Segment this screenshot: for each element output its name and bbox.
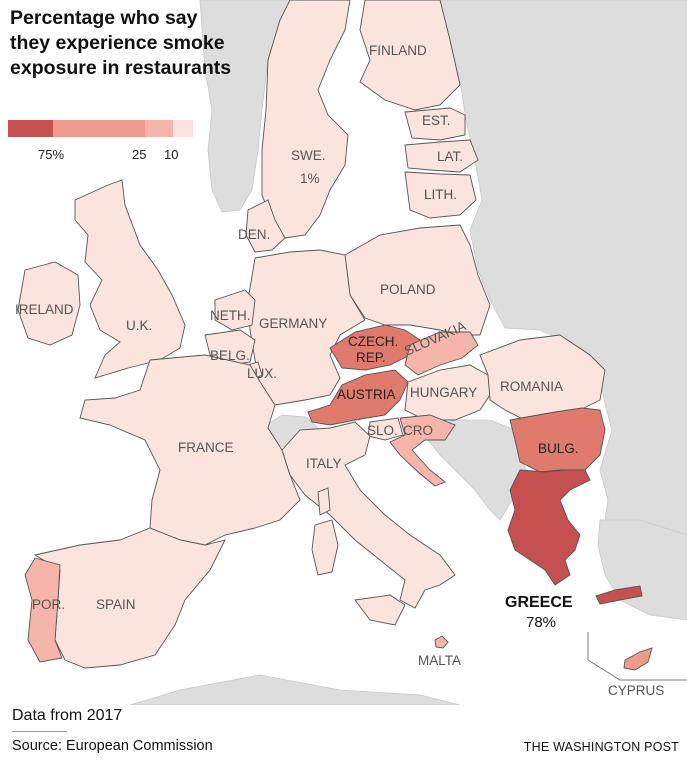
map-slovenia bbox=[367, 417, 404, 441]
land-turkey bbox=[597, 519, 687, 621]
label-luxembourg: LUX. bbox=[247, 366, 278, 381]
label-hungary: HUNGARY bbox=[410, 385, 478, 400]
map-austria bbox=[307, 369, 409, 426]
label-lithuania: LITH. bbox=[424, 187, 458, 202]
map-estonia bbox=[404, 107, 466, 141]
map-lithuania bbox=[404, 171, 477, 219]
label-bulgaria: BULG. bbox=[538, 441, 579, 456]
map-corsica bbox=[317, 487, 331, 516]
label-germany: GERMANY bbox=[259, 316, 328, 331]
legend-swatch-low bbox=[173, 120, 193, 137]
map-malta bbox=[434, 635, 449, 649]
map-latvia bbox=[404, 139, 479, 173]
label-romania: ROMANIA bbox=[500, 379, 564, 394]
map-denmark bbox=[245, 199, 286, 253]
legend-label-75: 75% bbox=[38, 147, 65, 162]
label-malta: MALTA bbox=[418, 653, 462, 668]
footer-credit: THE WASHINGTON POST bbox=[523, 740, 679, 754]
map-belgium bbox=[204, 329, 256, 366]
label-sweden: SWE. bbox=[291, 148, 326, 163]
land-africa bbox=[129, 674, 461, 705]
map-sicily bbox=[354, 594, 406, 626]
label-sweden-value: 1% bbox=[300, 171, 320, 186]
cyprus-inset-frame bbox=[587, 632, 687, 681]
label-netherlands: NETH. bbox=[210, 308, 251, 323]
label-belgium: BELG. bbox=[210, 348, 250, 363]
label-uk: U.K. bbox=[126, 318, 153, 333]
label-spain: SPAIN bbox=[96, 597, 136, 612]
label-estonia: EST. bbox=[422, 113, 451, 128]
label-italy: ITALY bbox=[306, 456, 342, 471]
label-poland: POLAND bbox=[380, 282, 436, 297]
map-bulgaria bbox=[509, 407, 606, 473]
legend-label-25: 25 bbox=[132, 147, 147, 162]
footer-source: Source: European Commission bbox=[12, 738, 213, 754]
map-sweden bbox=[261, 0, 351, 239]
map-ireland bbox=[17, 261, 81, 346]
label-greece-value: 78% bbox=[526, 614, 557, 631]
legend: 75% 25 10 bbox=[8, 120, 193, 162]
map-cyprus bbox=[623, 647, 653, 671]
label-portugal: POR. bbox=[32, 597, 66, 612]
map-slovakia bbox=[404, 331, 479, 376]
legend-swatch-75 bbox=[8, 120, 53, 137]
map-title: Percentage who say they experience smoke… bbox=[10, 7, 232, 79]
legend-label-10: 10 bbox=[164, 147, 179, 162]
label-france: FRANCE bbox=[178, 440, 234, 455]
map-crete bbox=[595, 585, 643, 605]
land-balkans bbox=[419, 419, 531, 521]
label-croatia: CRO bbox=[403, 423, 433, 438]
footer-rule bbox=[12, 731, 67, 732]
map-portugal bbox=[24, 557, 63, 663]
label-cyprus: CYPRUS bbox=[608, 683, 665, 698]
label-finland: FINLAND bbox=[369, 43, 427, 58]
map-germany bbox=[247, 249, 366, 406]
map-france bbox=[79, 354, 301, 546]
label-austria: AUSTRIA bbox=[337, 387, 396, 402]
label-czech-line2: REP. bbox=[356, 350, 386, 365]
map-uk bbox=[74, 179, 186, 379]
map-finland bbox=[359, 0, 461, 111]
legend-swatch-10 bbox=[145, 120, 173, 137]
map-hungary bbox=[404, 364, 491, 421]
map-poland bbox=[344, 224, 491, 336]
map-croatia bbox=[389, 414, 456, 487]
label-ireland: IRELAND bbox=[15, 302, 74, 317]
map-sardinia bbox=[311, 519, 339, 576]
footer-note: Data from 2017 bbox=[12, 707, 123, 724]
map-italy bbox=[281, 421, 456, 609]
label-greece: GREECE bbox=[505, 594, 573, 611]
label-czech-line1: CZECH. bbox=[348, 334, 399, 349]
label-denmark: DEN. bbox=[238, 227, 271, 242]
label-latvia: LAT. bbox=[437, 149, 464, 164]
map-netherlands bbox=[214, 289, 256, 331]
label-slovenia: SLO. bbox=[367, 423, 398, 438]
legend-color-bar bbox=[8, 120, 193, 137]
europe-map bbox=[17, 0, 687, 705]
map-greece bbox=[507, 469, 591, 586]
legend-swatch-25 bbox=[53, 120, 145, 137]
